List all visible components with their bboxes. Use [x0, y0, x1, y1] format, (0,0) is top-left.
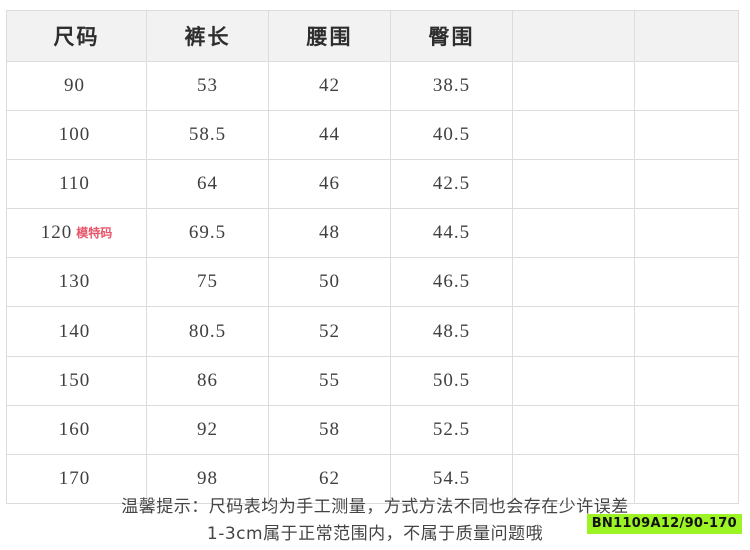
cell-empty-1	[512, 208, 635, 259]
cell-length: 53	[146, 60, 269, 112]
table-row: 110 64 46 42.5	[6, 159, 739, 210]
column-header-length: 裤长	[146, 10, 269, 62]
cell-empty-2	[634, 306, 739, 357]
cell-empty-2	[634, 257, 739, 308]
column-header-hip: 臀围	[390, 10, 513, 62]
size-value: 110	[59, 173, 90, 195]
cell-hip: 42.5	[390, 159, 513, 210]
size-note-model: 模特码	[76, 226, 113, 241]
size-value: 90	[64, 75, 85, 97]
cell-hip: 44.5	[390, 208, 513, 259]
table-body: 90 53 42 38.5 100 58.5 44 40.5 110 64 46…	[6, 60, 739, 504]
cell-empty-1	[512, 159, 635, 210]
table-row: 160 92 58 52.5	[6, 404, 739, 455]
size-chart-table: 尺码 裤长 腰围 臀围 90 53 42 38.5 100 58.5 44	[6, 10, 739, 504]
cell-length: 80.5	[146, 306, 269, 357]
cell-empty-1	[512, 355, 635, 406]
column-header-empty-1	[512, 10, 635, 62]
cell-empty-2	[634, 208, 739, 259]
column-header-size: 尺码	[6, 10, 147, 62]
cell-length: 64	[146, 159, 269, 210]
size-value: 170	[58, 467, 91, 489]
cell-empty-1	[512, 257, 635, 308]
table-row: 170 98 62 54.5	[6, 453, 739, 504]
cell-empty-1	[512, 306, 635, 357]
size-value: 120	[40, 222, 73, 244]
cell-length: 75	[146, 257, 269, 308]
cell-empty-2	[634, 60, 739, 112]
size-value: 160	[58, 418, 91, 440]
cell-waist: 46	[268, 159, 391, 210]
table-header-row: 尺码 裤长 腰围 臀围	[6, 10, 739, 62]
cell-hip: 40.5	[390, 110, 513, 161]
cell-waist: 58	[268, 404, 391, 455]
cell-empty-1	[512, 110, 635, 161]
cell-empty-2	[634, 404, 739, 455]
cell-size: 140	[6, 306, 147, 357]
measurement-notice: 温馨提示：尺码表均为手工测量，方式方法不同也会存在少许误差 1-3cm属于正常范…	[0, 494, 750, 548]
cell-waist: 55	[268, 355, 391, 406]
cell-hip: 48.5	[390, 306, 513, 357]
cell-length: 86	[146, 355, 269, 406]
cell-length: 58.5	[146, 110, 269, 161]
size-value: 100	[58, 124, 91, 146]
cell-hip: 54.5	[390, 453, 513, 504]
cell-length: 69.5	[146, 208, 269, 259]
cell-waist: 50	[268, 257, 391, 308]
notice-line-2: 1-3cm属于正常范围内，不属于质量问题哦	[206, 524, 544, 544]
table-row: 120 模特码 69.5 48 44.5	[6, 208, 739, 259]
notice-line-1: 温馨提示：尺码表均为手工测量，方式方法不同也会存在少许误差	[121, 497, 629, 517]
product-code-badge: BN1109A12/90-170	[586, 514, 742, 534]
cell-hip: 50.5	[390, 355, 513, 406]
table-row: 150 86 55 50.5	[6, 355, 739, 406]
cell-empty-2	[634, 110, 739, 161]
cell-size: 160	[6, 404, 147, 455]
cell-hip: 52.5	[390, 404, 513, 455]
cell-waist: 52	[268, 306, 391, 357]
table-row: 90 53 42 38.5	[6, 60, 739, 112]
cell-empty-2	[634, 159, 739, 210]
column-header-empty-2	[634, 10, 739, 62]
table-row: 100 58.5 44 40.5	[6, 110, 739, 161]
cell-empty-1	[512, 60, 635, 112]
cell-length: 92	[146, 404, 269, 455]
cell-length: 98	[146, 453, 269, 504]
column-header-waist: 腰围	[268, 10, 391, 62]
cell-size: 170	[6, 453, 147, 504]
cell-waist: 48	[268, 208, 391, 259]
cell-empty-2	[634, 355, 739, 406]
cell-hip: 38.5	[390, 60, 513, 112]
table-row: 130 75 50 46.5	[6, 257, 739, 308]
cell-size: 150	[6, 355, 147, 406]
cell-size: 110	[6, 159, 147, 210]
cell-size: 90	[6, 60, 147, 112]
cell-size: 130	[6, 257, 147, 308]
cell-empty-2	[634, 453, 739, 504]
size-value: 150	[58, 369, 91, 391]
cell-size: 120 模特码	[6, 208, 147, 259]
cell-empty-1	[512, 404, 635, 455]
cell-hip: 46.5	[390, 257, 513, 308]
table-header: 尺码 裤长 腰围 臀围	[6, 10, 739, 62]
cell-waist: 44	[268, 110, 391, 161]
table-row: 140 80.5 52 48.5	[6, 306, 739, 357]
size-value: 130	[58, 271, 91, 293]
cell-size: 100	[6, 110, 147, 161]
size-value: 140	[58, 320, 91, 342]
cell-waist: 42	[268, 60, 391, 112]
